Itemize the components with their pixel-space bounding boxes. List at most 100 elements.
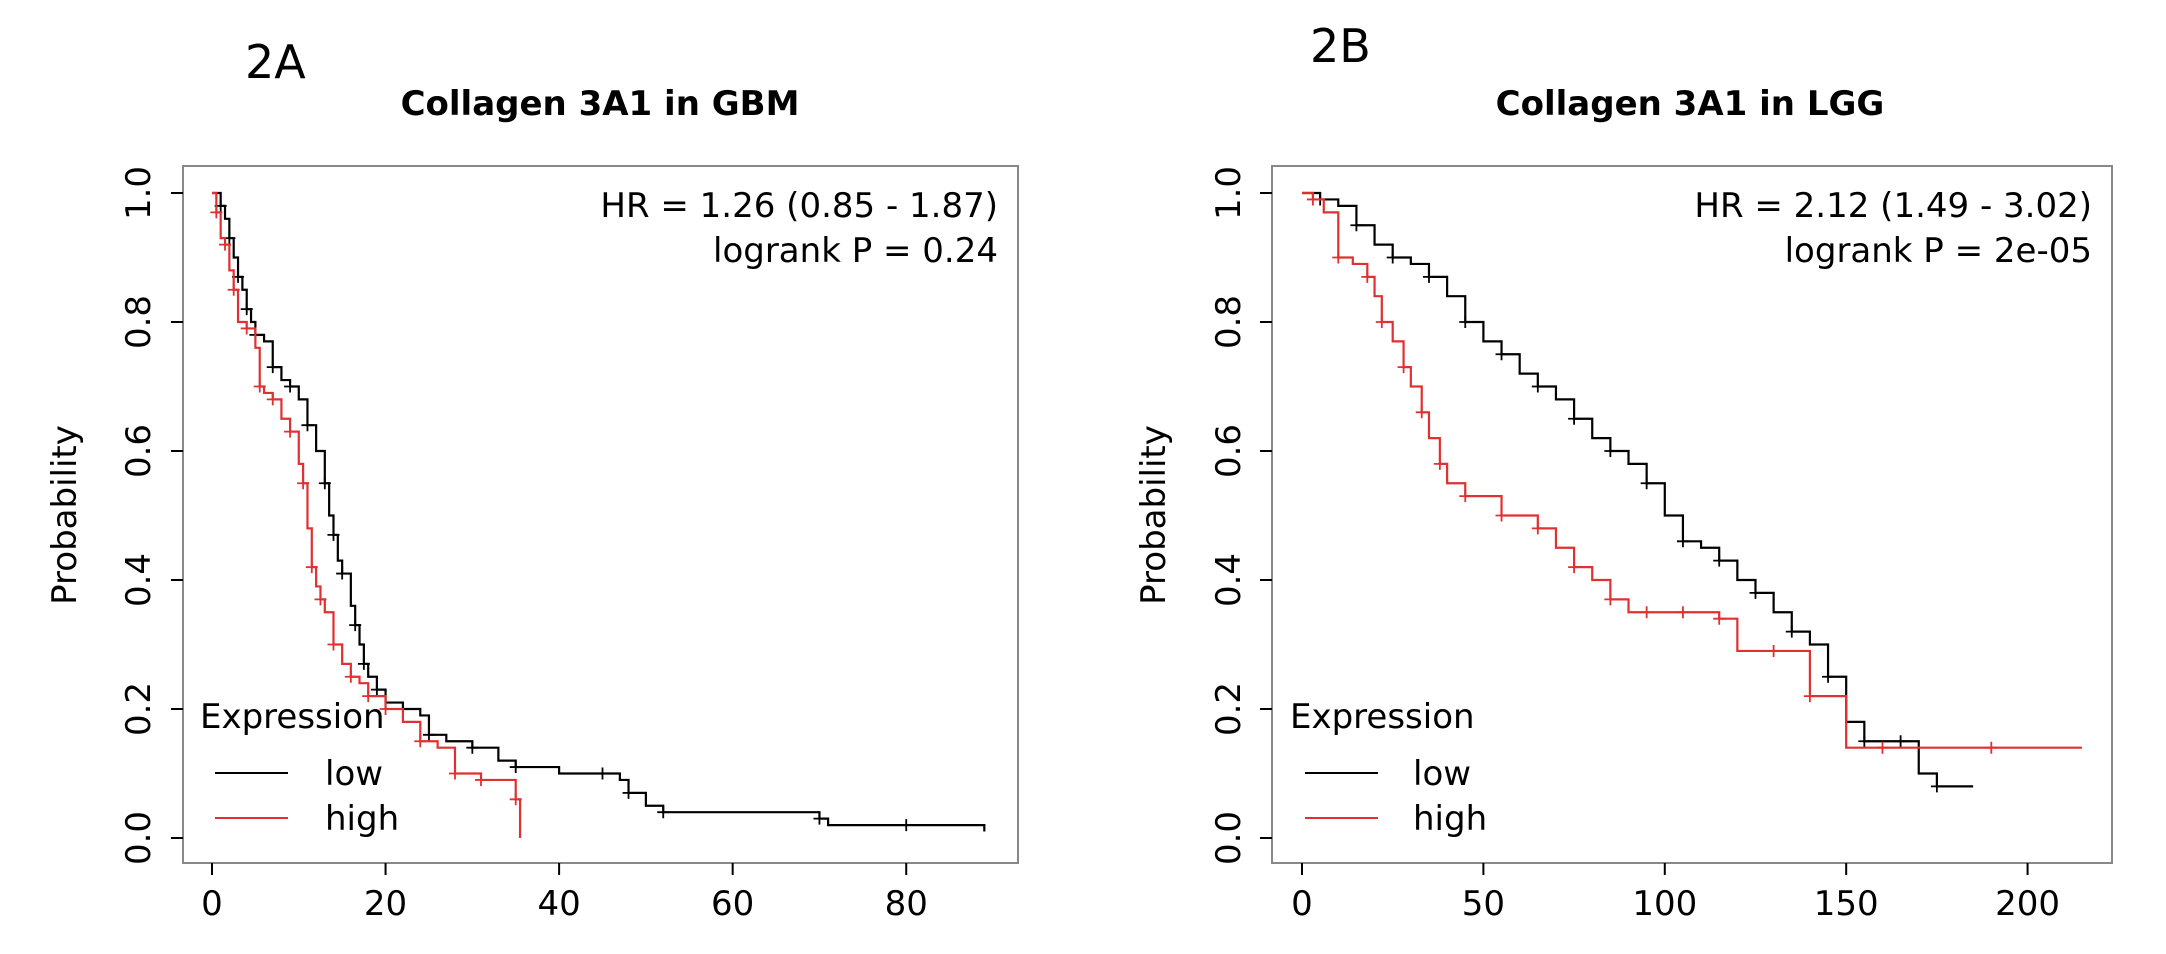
- censor-mark-low: [1930, 780, 1943, 793]
- legend-title: Expression: [200, 697, 385, 737]
- censor-mark-low: [1785, 625, 1798, 638]
- hr-annotation: HR = 1.26 (0.85 - 1.87): [600, 186, 998, 226]
- censor-mark-high: [1459, 490, 1472, 503]
- y-tick-label: 0.8: [1209, 295, 1249, 349]
- censor-mark-low: [1422, 270, 1435, 283]
- censor-mark-low: [370, 683, 383, 696]
- chart-panel-2b: 2B Collagen 3A1 in LGG Probability 0 50 10…: [1134, 19, 2113, 924]
- censor-mark-low: [622, 786, 635, 799]
- censor-mark-low: [357, 657, 370, 670]
- logrank-annotation: logrank P = 2e-05: [1785, 231, 2092, 271]
- censor-mark-high: [240, 322, 253, 335]
- x-tick-label: 0: [201, 884, 223, 924]
- censor-mark-low: [284, 380, 297, 393]
- censor-mark-high: [284, 425, 297, 438]
- censor-mark-low: [657, 806, 670, 819]
- plot-frame: [1271, 165, 2113, 864]
- plot-frame: [182, 165, 1019, 864]
- censor-mark-low: [1459, 316, 1472, 328]
- censor-mark-high: [1803, 690, 1816, 703]
- censor-mark-low: [813, 812, 826, 825]
- censor-mark-high: [1640, 606, 1653, 619]
- y-tick-label: 0.4: [1209, 553, 1249, 607]
- censor-mark-high: [1985, 741, 1998, 754]
- censor-mark-high: [1433, 457, 1446, 470]
- y-tick-label: 0.0: [119, 811, 159, 865]
- x-tick-label: 200: [1995, 884, 2060, 924]
- y-axis-label: Probability: [45, 425, 85, 605]
- censor-mark-high: [219, 238, 232, 251]
- censor-mark-low: [301, 419, 314, 432]
- x-tick-label: 60: [711, 884, 754, 924]
- y-tick-label: 0.6: [119, 424, 159, 478]
- censor-mark-high: [475, 773, 488, 786]
- y-tick-label: 1.0: [1209, 166, 1249, 220]
- censor-mark-low: [596, 767, 609, 780]
- legend-label-low: low: [325, 754, 383, 794]
- censor-mark-high: [1604, 593, 1617, 606]
- panel-label: 2B: [1310, 19, 1371, 73]
- y-tick-label: 0.6: [1209, 424, 1249, 478]
- censor-mark-high: [1415, 406, 1428, 419]
- survival-curves: [210, 191, 986, 838]
- censor-mark-low: [349, 619, 362, 632]
- chart-title: Collagen 3A1 in GBM: [401, 84, 800, 124]
- censor-mark-low: [1894, 735, 1907, 748]
- y-tick-label: 0.4: [119, 553, 159, 607]
- censor-mark-high: [1361, 270, 1374, 283]
- censor-mark-low: [1858, 735, 1871, 748]
- legend-label-high: high: [1413, 799, 1487, 839]
- panel-label: 2A: [245, 35, 306, 89]
- axis-ticks: 0 50 100 150 200 0.0 0.2 0.4 0.6 0.8 1.0: [1209, 166, 2060, 924]
- y-tick-label: 0.2: [1209, 682, 1249, 736]
- y-tick-label: 0.2: [119, 682, 159, 736]
- censor-mark-high: [1713, 612, 1726, 625]
- censor-mark-high: [297, 477, 310, 490]
- censor-mark-high: [305, 561, 318, 574]
- censor-mark-high: [1876, 741, 1889, 754]
- censor-mark-low: [1386, 251, 1399, 264]
- x-tick-label: 100: [1632, 884, 1697, 924]
- censor-mark-high: [379, 703, 392, 715]
- x-tick-label: 40: [537, 884, 580, 924]
- censor-mark-high: [314, 593, 327, 606]
- legend-label-high: high: [325, 799, 399, 839]
- censor-mark-high: [1495, 509, 1508, 522]
- censor-mark-low: [327, 528, 340, 541]
- x-tick-label: 20: [364, 884, 407, 924]
- censor-mark-high: [1375, 316, 1388, 328]
- censor-mark-high: [1767, 644, 1780, 657]
- censor-mark-high: [1676, 606, 1689, 619]
- legend-title: Expression: [1290, 697, 1475, 737]
- y-tick-label: 0.8: [119, 295, 159, 349]
- censor-mark-low: [266, 361, 279, 374]
- censor-mark-low: [1495, 348, 1508, 361]
- censor-mark-high: [344, 670, 357, 683]
- censor-mark-high: [210, 206, 223, 219]
- censor-mark-low: [466, 741, 479, 754]
- censor-mark-low: [1568, 412, 1581, 425]
- censor-mark-high: [253, 380, 266, 393]
- censor-mark-low: [1640, 477, 1653, 490]
- censor-mark-high: [1397, 361, 1410, 374]
- censor-mark-low: [1713, 554, 1726, 567]
- censor-mark-low: [900, 819, 913, 832]
- y-tick-label: 1.0: [119, 166, 159, 220]
- censor-mark-high: [1332, 251, 1345, 264]
- y-axis-label: Probability: [1134, 425, 1174, 605]
- censor-mark-low: [1676, 535, 1689, 548]
- censor-mark-low: [240, 303, 253, 316]
- axis-ticks: 0 20 40 60 80 0.0 0.2 0.4 0.6 0.8 1.0: [119, 166, 928, 924]
- legend-label-low: low: [1413, 754, 1471, 794]
- x-tick-label: 150: [1814, 884, 1879, 924]
- censor-mark-low: [1350, 219, 1363, 232]
- hr-annotation: HR = 2.12 (1.49 - 3.02): [1694, 186, 2092, 226]
- censor-mark-high: [1306, 193, 1319, 206]
- censor-mark-high: [1568, 561, 1581, 574]
- survival-curves: [1302, 191, 2082, 793]
- x-tick-label: 0: [1291, 884, 1313, 924]
- survival-curve-high: [1302, 191, 2082, 749]
- censor-mark-high: [1531, 522, 1544, 535]
- logrank-annotation: logrank P = 0.24: [713, 231, 998, 271]
